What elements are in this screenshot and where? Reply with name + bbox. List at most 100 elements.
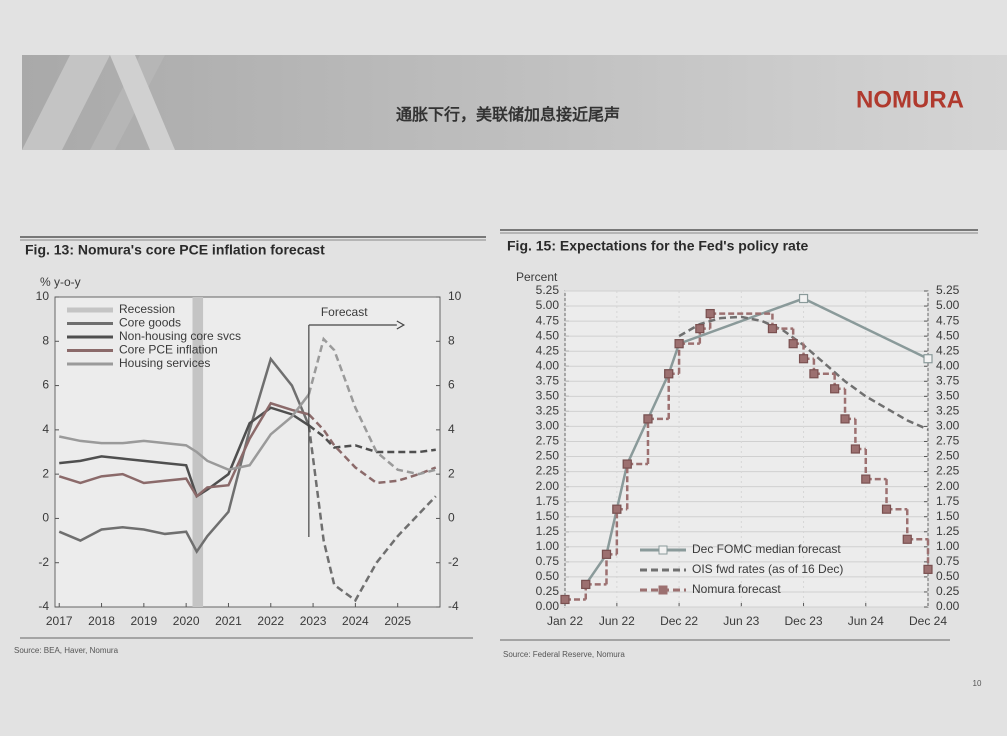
y-tick-label: 8 bbox=[42, 333, 49, 347]
header-title: 通胀下行，美联储加息接近尾声 bbox=[396, 105, 620, 124]
x-tick-label: Jan 22 bbox=[547, 614, 583, 628]
legend-label: Core goods bbox=[119, 316, 181, 330]
x-tick-label: 2021 bbox=[215, 614, 242, 628]
y2-tick-label: 0.75 bbox=[936, 554, 960, 568]
y2-tick-label: 8 bbox=[448, 333, 455, 347]
arrow-head bbox=[396, 320, 406, 330]
y-tick-label: 3.50 bbox=[536, 389, 560, 403]
marker bbox=[643, 414, 653, 424]
legend-label: Recession bbox=[119, 302, 175, 316]
chart-title: Fig. 13: Nomura's core PCE inflation for… bbox=[25, 242, 325, 258]
y2-tick-label: 2.00 bbox=[936, 479, 960, 493]
y2-tick-label: 0.00 bbox=[936, 599, 960, 613]
marker bbox=[923, 354, 933, 364]
line-forecast bbox=[307, 413, 437, 485]
marker bbox=[581, 579, 591, 590]
page-number: 10 bbox=[973, 679, 982, 688]
x-tick-label: Dec 23 bbox=[785, 614, 823, 628]
y-tick-label: 10 bbox=[36, 289, 50, 303]
y2-tick-label: 6 bbox=[448, 378, 455, 392]
line-forecast bbox=[307, 425, 437, 603]
line-actual bbox=[58, 401, 310, 499]
x-tick-label: Jun 24 bbox=[848, 614, 884, 628]
y-tick-label: 4.25 bbox=[536, 343, 560, 357]
marker bbox=[923, 564, 933, 574]
y-tick-label: -2 bbox=[38, 555, 49, 569]
y2-tick-label: 5.00 bbox=[936, 298, 960, 312]
x-tick-label: 2025 bbox=[384, 614, 411, 628]
y-tick-label: 4 bbox=[42, 422, 49, 436]
line-forecast bbox=[308, 424, 436, 454]
y2-tick-label: 2 bbox=[448, 466, 455, 480]
legend-label: Core PCE inflation bbox=[119, 343, 218, 357]
y-tick-label: 0.00 bbox=[536, 599, 560, 613]
y-tick-label: 1.25 bbox=[536, 524, 560, 538]
y2-tick-label: -4 bbox=[448, 599, 459, 613]
marker bbox=[798, 293, 809, 304]
chart-title: Fig. 15: Expectations for the Fed's poli… bbox=[507, 238, 809, 254]
source: Source: Federal Reserve, Nomura bbox=[503, 650, 625, 659]
y-tick-label: 0.50 bbox=[536, 569, 560, 583]
legend-label: Dec FOMC median forecast bbox=[692, 542, 841, 556]
y-tick-label: -4 bbox=[38, 599, 49, 613]
x-tick-label: Jun 23 bbox=[723, 614, 759, 628]
marker bbox=[705, 308, 715, 319]
x-tick-label: Jun 22 bbox=[599, 614, 635, 628]
y2-tick-label: 3.75 bbox=[936, 373, 960, 387]
y-tick-label: 2.00 bbox=[536, 479, 560, 493]
y2-tick-label: 3.50 bbox=[936, 389, 960, 403]
marker bbox=[840, 414, 850, 424]
x-tick-label: 2017 bbox=[46, 614, 73, 628]
x-tick-label: Dec 22 bbox=[660, 614, 698, 628]
marker bbox=[601, 549, 612, 559]
y-axis-label: Percent bbox=[516, 270, 558, 284]
y2-tick-label: 3.00 bbox=[936, 419, 960, 433]
line-actual bbox=[58, 356, 310, 555]
y-tick-label: 1.50 bbox=[536, 509, 560, 523]
y2-tick-label: 4.75 bbox=[936, 313, 960, 327]
y2-tick-label: 3.25 bbox=[936, 404, 960, 418]
y2-tick-label: 2.25 bbox=[936, 464, 960, 478]
marker bbox=[674, 339, 684, 349]
legend-marker bbox=[658, 545, 668, 555]
annotation: Forecast bbox=[321, 305, 368, 319]
plot-area bbox=[564, 290, 929, 608]
x-tick-label: 2023 bbox=[300, 614, 327, 628]
y-tick-label: 2.25 bbox=[536, 464, 560, 478]
marker bbox=[902, 534, 912, 544]
y2-tick-label: 10 bbox=[448, 289, 462, 303]
y2-tick-label: 1.50 bbox=[936, 509, 960, 523]
header-band bbox=[22, 55, 1007, 150]
marker bbox=[881, 504, 892, 514]
y-tick-label: 0.75 bbox=[536, 554, 560, 568]
legend-label: Housing services bbox=[119, 356, 210, 370]
y2-tick-label: 0 bbox=[448, 511, 455, 525]
marker bbox=[560, 594, 570, 605]
logo-graphic bbox=[22, 55, 175, 150]
legend-label: Nomura forecast bbox=[692, 582, 781, 596]
y2-tick-label: 1.25 bbox=[936, 524, 960, 538]
marker bbox=[622, 459, 632, 469]
legend-label: Non-housing core svcs bbox=[119, 329, 241, 343]
legend-marker bbox=[658, 585, 668, 595]
y2-tick-label: 4 bbox=[448, 422, 455, 436]
line-actual bbox=[58, 393, 310, 472]
y-axis-label: % y-o-y bbox=[40, 275, 81, 289]
y2-tick-label: 2.75 bbox=[936, 434, 960, 448]
marker bbox=[809, 369, 819, 379]
line-forecast bbox=[307, 336, 437, 476]
y-tick-label: 0 bbox=[42, 511, 49, 525]
y2-tick-label: 4.50 bbox=[936, 328, 960, 342]
y-tick-label: 6 bbox=[42, 378, 49, 392]
y2-tick-label: 5.25 bbox=[936, 283, 960, 297]
y-tick-label: 2.50 bbox=[536, 449, 560, 463]
y-tick-label: 4.50 bbox=[536, 328, 560, 342]
y-tick-label: 2.75 bbox=[536, 434, 560, 448]
y-tick-label: 3.25 bbox=[536, 404, 560, 418]
x-tick-label: 2024 bbox=[342, 614, 369, 628]
marker bbox=[850, 444, 861, 454]
y2-tick-label: 0.25 bbox=[936, 584, 960, 598]
marker bbox=[664, 369, 674, 379]
legend-label: OIS fwd rates (as of 16 Dec) bbox=[692, 562, 843, 576]
